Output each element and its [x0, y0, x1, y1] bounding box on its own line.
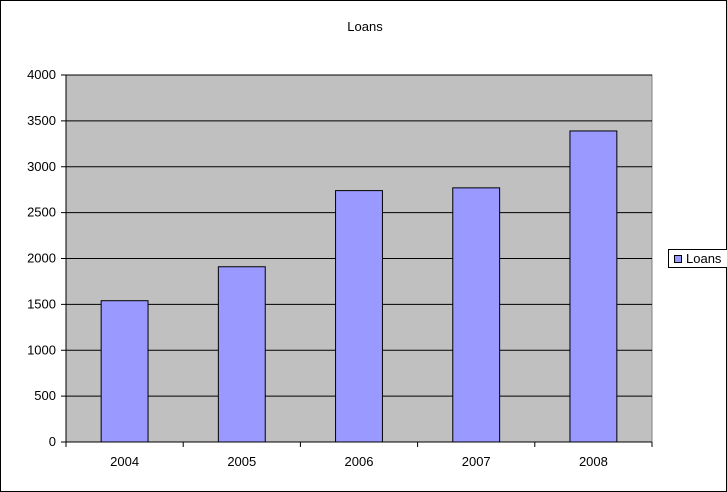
x-tick-label: 2007	[462, 454, 491, 469]
x-tick-label: 2006	[345, 454, 374, 469]
bar-2004	[100, 300, 149, 443]
y-tick-label: 2000	[27, 251, 56, 266]
chart-title: Loans	[347, 19, 383, 34]
legend-swatch	[674, 255, 682, 263]
bar-2007	[452, 187, 501, 443]
x-tick-label: 2005	[227, 454, 256, 469]
y-tick-label: 3500	[27, 113, 56, 128]
legend: Loans	[668, 249, 727, 268]
y-tick-label: 3000	[27, 159, 56, 174]
bar-2006	[335, 190, 383, 443]
bar-2005	[217, 266, 266, 443]
x-tick-labels: 2004 2005 2006 2007 2008	[65, 442, 653, 469]
y-tick-label: 500	[34, 388, 56, 403]
y-tick-label: 1000	[27, 342, 56, 357]
y-tick-label: 2500	[27, 205, 56, 220]
bars	[100, 130, 618, 443]
y-tick-labels: 0 500 1000 1500 2000 2500 3000 3500 4000	[27, 67, 66, 449]
x-tick-label: 2004	[110, 454, 139, 469]
y-tick-label: 4000	[27, 67, 56, 82]
y-tick-label: 0	[49, 434, 56, 449]
x-tick-label: 2008	[579, 454, 608, 469]
bar-2008	[569, 130, 618, 443]
legend-label: Loans	[686, 251, 722, 266]
y-tick-label: 1500	[27, 296, 56, 311]
